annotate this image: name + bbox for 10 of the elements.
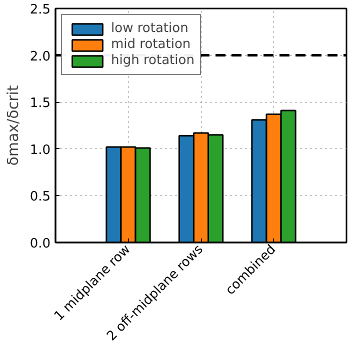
- legend-label: mid rotation: [111, 37, 191, 52]
- y-tick-label: 0.0: [30, 236, 51, 252]
- y-tick-label: 1.5: [30, 96, 51, 112]
- y-axis-title: δmax/δcrit: [4, 85, 22, 166]
- y-tick-label: 1.0: [30, 142, 51, 158]
- y-tick-label: 0.5: [30, 190, 51, 205]
- legend-label: low rotation: [111, 21, 188, 36]
- y-tick-label: 2.5: [30, 2, 51, 18]
- y-tick-label: 2.0: [30, 49, 51, 64]
- legend-label: high rotation: [111, 53, 194, 68]
